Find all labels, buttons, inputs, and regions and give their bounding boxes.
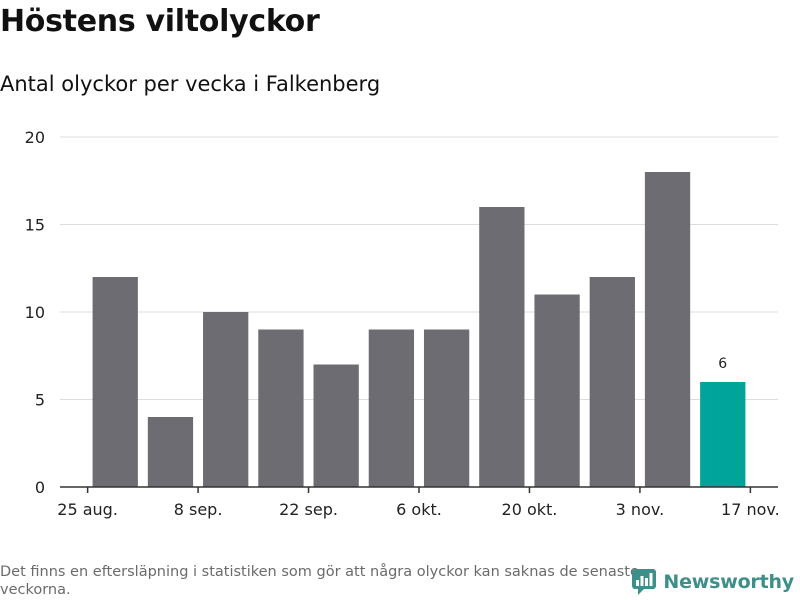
bar-chart: 25 aug. 8 sep. 22 sep. 6 okt. 20 okt. 3 nov. 1… <box>25 128 780 519</box>
y-tick-label-0: 0 <box>35 478 45 497</box>
x-tick-label-1: 8 sep. <box>174 500 223 519</box>
x-tick-label-0: 25 aug. <box>57 500 118 519</box>
data-label-11: 6 <box>718 356 727 372</box>
bar-v37 <box>203 312 249 487</box>
bar-v42 <box>479 207 525 487</box>
y-tick-label-10: 10 <box>25 303 45 322</box>
chart-subtitle: Antal olyckor per vecka i Falkenberg <box>0 72 381 96</box>
bar-v43 <box>534 294 580 487</box>
x-axis: 25 aug. 8 sep. 22 sep. 6 okt. 20 okt. 3 nov. 1… <box>57 486 780 519</box>
bar-v40 <box>368 329 415 487</box>
y-tick-label-15: 15 <box>25 216 45 235</box>
x-tick-label-4: 20 okt. <box>502 500 558 519</box>
chart-title: Höstens viltolyckor <box>0 4 320 39</box>
y-tick-label-20: 20 <box>25 128 45 147</box>
bar-v39 <box>313 364 359 487</box>
y-tick-label-5: 5 <box>35 391 45 410</box>
newsworthy-chart-icon <box>632 569 657 595</box>
footnote: Det finns en eftersläpning i statistiken… <box>0 564 639 598</box>
x-tick-label-3: 6 okt. <box>396 500 442 519</box>
x-tick-label-2: 22 sep. <box>279 500 338 519</box>
bar-v35 <box>92 277 138 487</box>
y-axis-labels: 0 5 10 15 20 <box>25 128 45 497</box>
bar-v46 <box>700 382 746 487</box>
bars <box>92 172 746 487</box>
bar-v38 <box>258 329 304 487</box>
bar-v44 <box>589 277 635 487</box>
data-labels: 6 <box>718 356 727 372</box>
newsworthy-logo-text: Newsworthy <box>663 571 794 593</box>
x-tick-label-5: 3 nov. <box>616 500 665 519</box>
bar-v41 <box>423 329 470 487</box>
bar-v36 <box>147 417 194 487</box>
x-tick-label-6: 17 nov. <box>721 500 780 519</box>
bar-v45 <box>644 172 691 487</box>
newsworthy-logo[interactable]: Newsworthy <box>631 568 794 596</box>
